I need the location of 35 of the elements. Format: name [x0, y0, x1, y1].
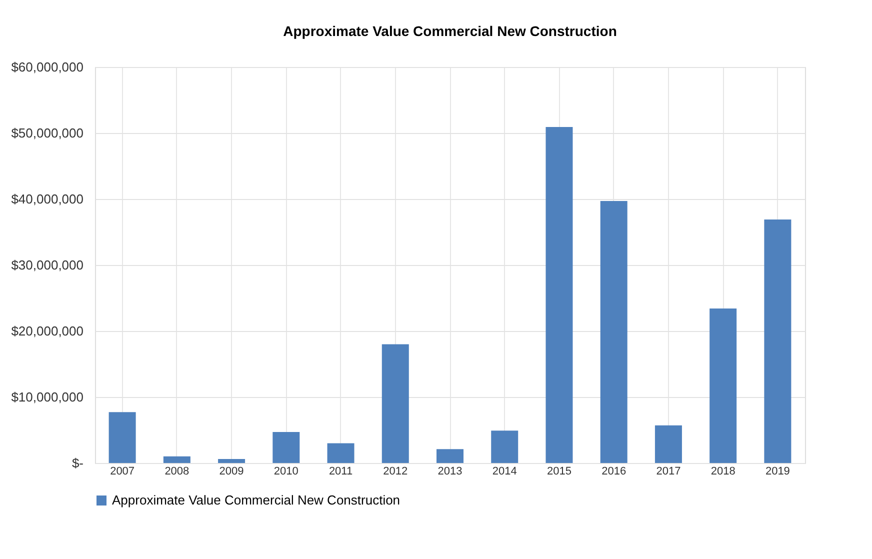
y-tick-label: $- — [72, 456, 84, 470]
y-tick-label: $40,000,000 — [11, 192, 84, 206]
x-tick-label: 2013 — [438, 466, 462, 478]
bar — [163, 456, 190, 463]
bar — [108, 412, 136, 463]
x-tick-label: 2015 — [546, 466, 572, 478]
y-tick-label: $20,000,000 — [11, 324, 84, 338]
bar — [764, 219, 792, 463]
x-tick-label: 2019 — [765, 466, 790, 478]
y-tick-label: $10,000,000 — [11, 390, 84, 404]
bar — [218, 459, 246, 463]
chart-title: Approximate Value Commercial New Construction — [283, 23, 617, 39]
bar — [546, 127, 573, 463]
bar — [272, 432, 300, 463]
bar — [436, 449, 464, 463]
x-tick-label: 2018 — [710, 466, 736, 478]
bar — [327, 443, 354, 463]
legend-label: Approximate Value Commercial New Construction — [112, 492, 400, 508]
x-tick-label: 2010 — [274, 466, 298, 478]
x-tick-label: 2007 — [110, 466, 135, 478]
x-tick-label: 2012 — [383, 466, 408, 478]
x-tick-label: 2016 — [602, 466, 626, 478]
x-tick-label: 2011 — [328, 466, 353, 478]
x-tick-label: 2009 — [219, 466, 244, 478]
bar — [491, 430, 518, 463]
y-tick-label: $30,000,000 — [11, 258, 84, 272]
x-tick-label: 2008 — [164, 466, 190, 478]
y-tick-label: $60,000,000 — [11, 60, 84, 74]
bar — [600, 200, 628, 463]
y-tick-label: $50,000,000 — [11, 126, 84, 140]
bar — [654, 425, 682, 463]
x-tick-label: 2017 — [656, 466, 681, 478]
x-tick-label: 2014 — [492, 466, 517, 478]
bar — [710, 308, 737, 463]
bar — [382, 344, 409, 463]
